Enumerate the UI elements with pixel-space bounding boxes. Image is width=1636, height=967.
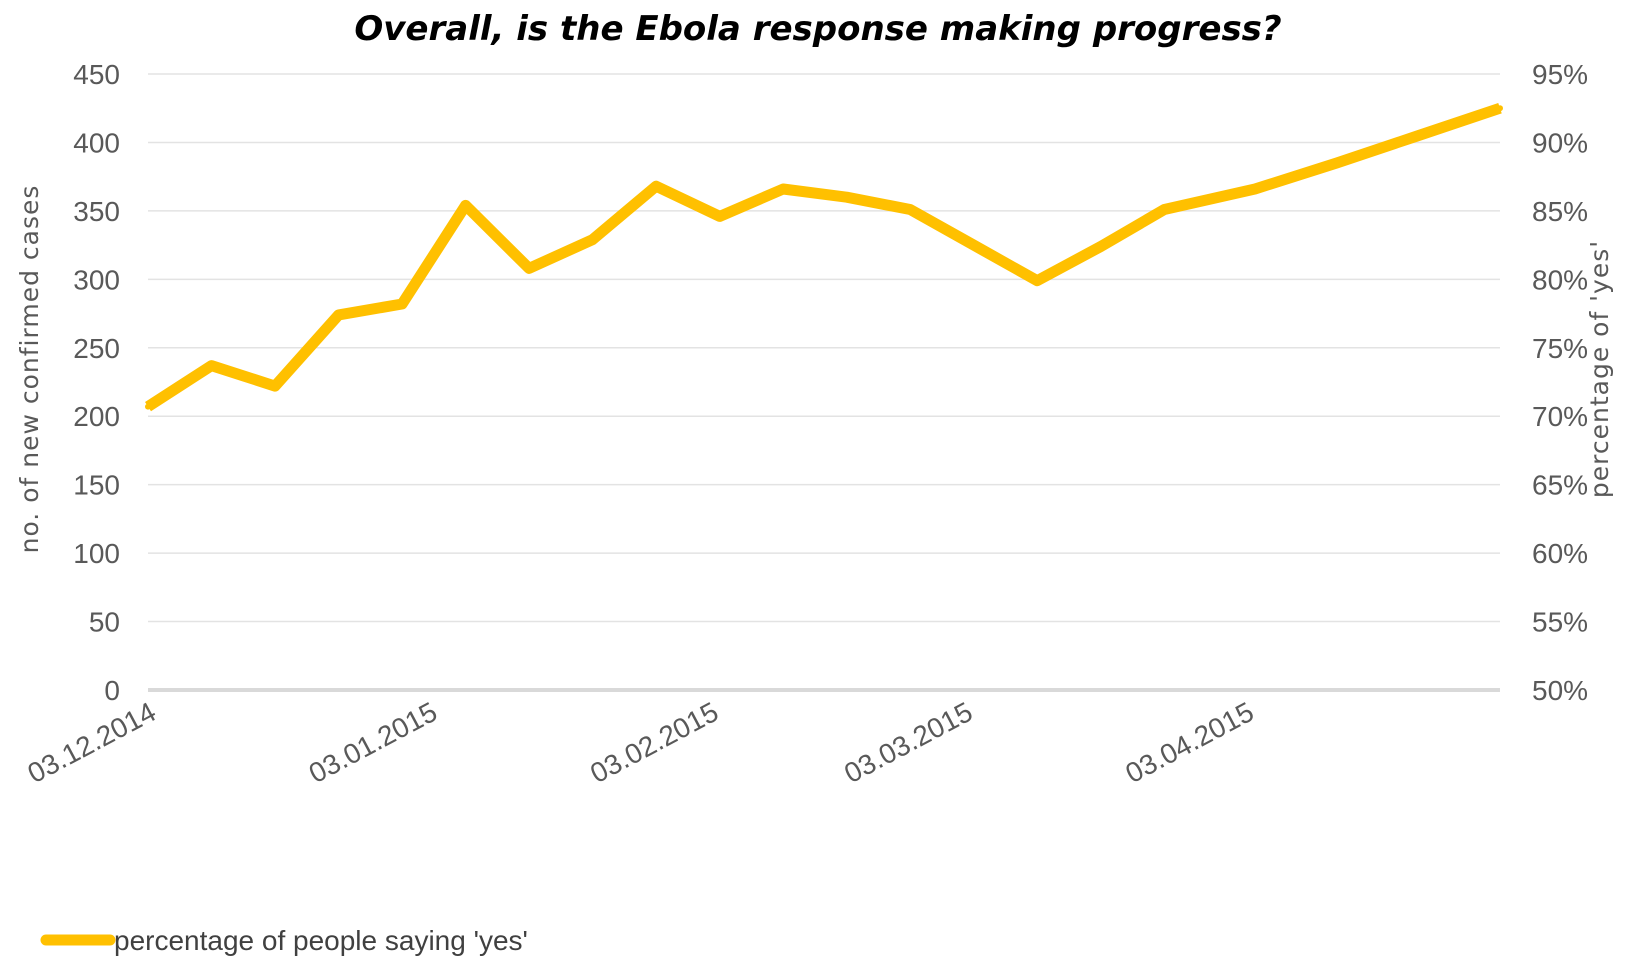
data-point <box>653 183 660 190</box>
left-tick-label: 50 <box>89 607 120 638</box>
right-axis-ticks: 50% 55% 60% 65% 70% 75% 80% 85% 90% 95% <box>1532 59 1588 706</box>
data-point <box>462 202 469 209</box>
data-point <box>907 206 914 213</box>
data-point <box>1333 159 1340 166</box>
left-tick-label: 400 <box>73 127 120 158</box>
chart-title: Overall, is the Ebola response making pr… <box>354 9 1281 49</box>
right-axis-label: percentage of 'yes' <box>1585 240 1614 498</box>
gridlines <box>148 73 1500 692</box>
data-point <box>399 300 406 307</box>
left-tick-label: 0 <box>104 675 120 706</box>
series-line <box>145 102 1502 412</box>
data-point <box>589 236 596 243</box>
left-tick-label: 150 <box>73 470 120 501</box>
data-point <box>272 383 279 390</box>
data-point <box>1415 132 1422 139</box>
x-tick-label: 03.02.2015 <box>585 696 723 789</box>
right-tick-label: 75% <box>1532 333 1588 364</box>
data-point <box>1097 243 1104 250</box>
right-tick-label: 50% <box>1532 675 1588 706</box>
legend: percentage of people saying 'yes' <box>40 925 528 956</box>
x-tick-label: 03.04.2015 <box>1120 696 1258 789</box>
right-tick-label: 90% <box>1532 127 1588 158</box>
series-group <box>145 102 1503 412</box>
right-tick-label: 95% <box>1532 59 1588 90</box>
data-point <box>335 311 342 318</box>
data-point <box>526 265 533 272</box>
data-point <box>780 185 787 192</box>
data-point <box>208 362 215 369</box>
left-axis-ticks: 0 50 100 150 200 250 300 350 400 450 <box>73 59 120 706</box>
x-axis-ticks: 03.12.2014 03.01.2015 03.02.2015 03.03.2015… <box>23 696 1259 789</box>
data-point <box>1252 185 1259 192</box>
legend-label: percentage of people saying 'yes' <box>114 925 528 956</box>
left-tick-label: 450 <box>73 59 120 90</box>
data-point <box>1034 277 1041 284</box>
left-axis-label: no. of new confirmed cases <box>15 185 44 554</box>
left-tick-label: 350 <box>73 196 120 227</box>
right-tick-label: 65% <box>1532 470 1588 501</box>
left-tick-label: 300 <box>73 264 120 295</box>
right-tick-label: 55% <box>1532 607 1588 638</box>
data-point <box>1161 206 1168 213</box>
data-point <box>145 403 151 410</box>
data-point <box>970 242 977 249</box>
right-tick-label: 80% <box>1532 264 1588 295</box>
x-tick-label: 03.01.2015 <box>304 696 442 789</box>
data-point <box>716 213 723 220</box>
data-point <box>1497 105 1503 112</box>
data-point <box>843 194 850 201</box>
x-tick-label: 03.12.2014 <box>23 696 161 789</box>
left-tick-label: 100 <box>73 538 120 569</box>
right-tick-label: 60% <box>1532 538 1588 569</box>
right-tick-label: 70% <box>1532 401 1588 432</box>
x-tick-label: 03.03.2015 <box>839 696 977 789</box>
right-tick-label: 85% <box>1532 196 1588 227</box>
left-tick-label: 250 <box>73 333 120 364</box>
left-tick-label: 200 <box>73 401 120 432</box>
